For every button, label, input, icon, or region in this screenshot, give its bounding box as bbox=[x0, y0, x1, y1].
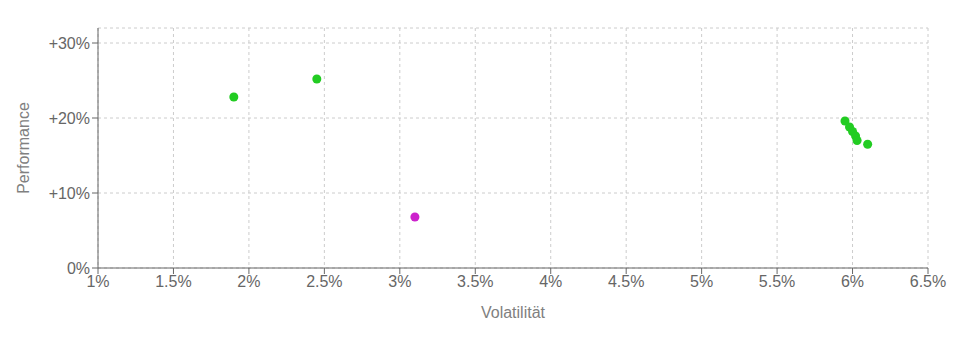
svg-text:2%: 2% bbox=[237, 273, 260, 290]
svg-text:+10%: +10% bbox=[49, 185, 90, 202]
svg-text:2.5%: 2.5% bbox=[306, 273, 342, 290]
svg-text:5%: 5% bbox=[690, 273, 713, 290]
svg-text:+20%: +20% bbox=[49, 110, 90, 127]
svg-text:4.5%: 4.5% bbox=[608, 273, 644, 290]
svg-text:5.5%: 5.5% bbox=[759, 273, 795, 290]
svg-text:Volatilität: Volatilität bbox=[481, 304, 546, 321]
svg-text:6%: 6% bbox=[841, 273, 864, 290]
svg-text:0%: 0% bbox=[67, 260, 90, 277]
svg-text:1.5%: 1.5% bbox=[155, 273, 191, 290]
svg-text:4%: 4% bbox=[539, 273, 562, 290]
svg-text:3.5%: 3.5% bbox=[457, 273, 493, 290]
svg-text:Performance: Performance bbox=[15, 102, 32, 194]
svg-text:+30%: +30% bbox=[49, 35, 90, 52]
svg-text:3%: 3% bbox=[388, 273, 411, 290]
svg-text:6.5%: 6.5% bbox=[910, 273, 946, 290]
svg-text:1%: 1% bbox=[86, 273, 110, 291]
